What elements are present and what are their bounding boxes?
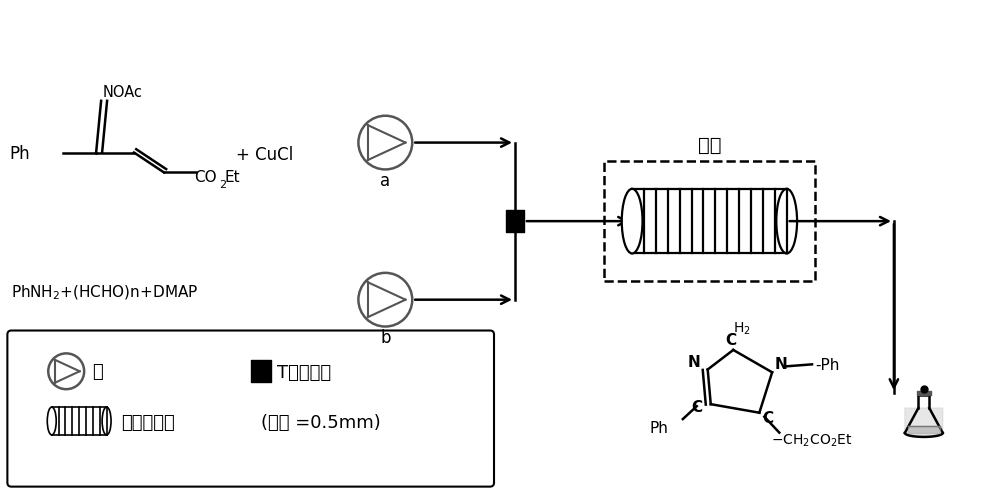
Text: C: C bbox=[725, 333, 736, 348]
Ellipse shape bbox=[47, 407, 56, 435]
Polygon shape bbox=[905, 408, 943, 437]
Text: Et: Et bbox=[225, 171, 240, 185]
Text: 2: 2 bbox=[219, 180, 226, 190]
Text: NOAc: NOAc bbox=[103, 85, 143, 100]
Text: 泵: 泵 bbox=[92, 363, 103, 381]
Text: PhNH$_2$+(HCHO)n+DMAP: PhNH$_2$+(HCHO)n+DMAP bbox=[11, 284, 199, 302]
Text: C: C bbox=[691, 400, 702, 415]
Text: H$_2$: H$_2$ bbox=[733, 321, 751, 338]
Text: Ph: Ph bbox=[9, 146, 30, 164]
Text: (管径 =0.5mm): (管径 =0.5mm) bbox=[261, 414, 380, 432]
Text: $-$CH$_2$CO$_2$Et: $-$CH$_2$CO$_2$Et bbox=[771, 433, 853, 449]
Text: CO: CO bbox=[194, 171, 216, 185]
Text: N: N bbox=[687, 355, 700, 369]
Text: 管式反应器: 管式反应器 bbox=[121, 414, 175, 432]
Text: a: a bbox=[380, 172, 390, 190]
Text: + CuCl: + CuCl bbox=[236, 147, 293, 165]
FancyBboxPatch shape bbox=[7, 331, 494, 487]
Ellipse shape bbox=[622, 189, 643, 253]
Text: T型混合器: T型混合器 bbox=[277, 364, 331, 382]
Text: -Ph: -Ph bbox=[815, 358, 839, 373]
Bar bbox=[604, 161, 815, 281]
Text: Ph: Ph bbox=[649, 421, 668, 436]
Text: 油浴: 油浴 bbox=[698, 136, 721, 155]
Text: b: b bbox=[380, 329, 391, 347]
Text: C: C bbox=[762, 411, 773, 426]
Text: N: N bbox=[775, 357, 788, 372]
